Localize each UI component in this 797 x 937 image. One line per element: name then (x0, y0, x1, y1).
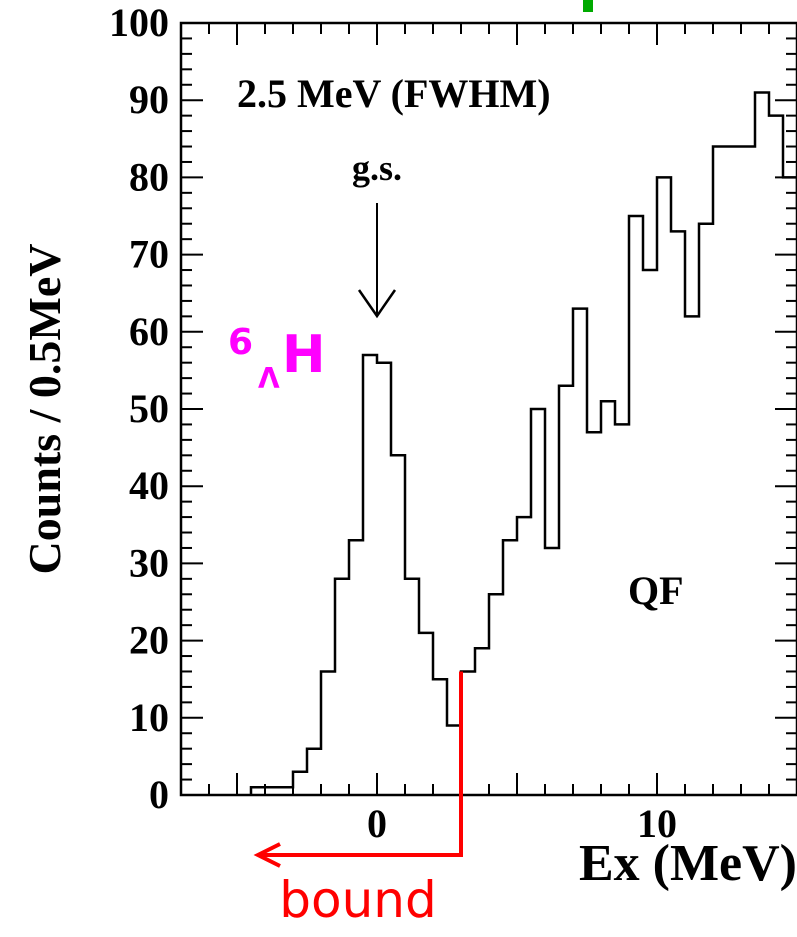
nucleus-hyperon: Λ (258, 362, 280, 395)
quasi-free-label: QF (628, 568, 684, 613)
ground-state-arrow-head (357, 289, 397, 319)
bound-threshold-marker (260, 671, 463, 857)
y-axis-label: Counts / 0.5MeV (19, 244, 70, 575)
x-axis-label: Ex (MeV) (579, 835, 797, 892)
y-tick-label: 100 (109, 0, 169, 45)
y-tick-label: 70 (129, 232, 169, 277)
nucleus-symbol: H (282, 325, 326, 385)
x-tick-labels: 0 10 (367, 801, 677, 846)
nucleus-mass-number: 6 (228, 322, 253, 363)
histogram-line (249, 91, 797, 795)
y-tick-label: 20 (129, 618, 169, 663)
x-tick-label: 10 (637, 801, 677, 846)
green-fragment (583, 0, 593, 12)
hypernucleus-label: 6 Λ H (228, 322, 326, 395)
y-tick-label: 50 (129, 386, 169, 431)
y-tick-label: 10 (129, 695, 169, 740)
y-tick-label: 40 (129, 463, 169, 508)
axis-ticks (180, 22, 797, 796)
y-tick-label: 30 (129, 540, 169, 585)
x-tick-label: 0 (367, 801, 387, 846)
y-tick-labels: 0 10 20 30 40 50 60 70 80 90 100 (109, 0, 169, 817)
y-tick-label: 60 (129, 309, 169, 354)
y-tick-label: 90 (129, 77, 169, 122)
y-tick-label: 0 (149, 772, 169, 817)
bound-label: bound (279, 871, 436, 929)
y-tick-label: 80 (129, 154, 169, 199)
ground-state-label: g.s. (352, 148, 402, 188)
plot-frame (179, 21, 797, 797)
resolution-label: 2.5 MeV (FWHM) (237, 71, 551, 116)
bound-arrow-head (253, 842, 281, 868)
